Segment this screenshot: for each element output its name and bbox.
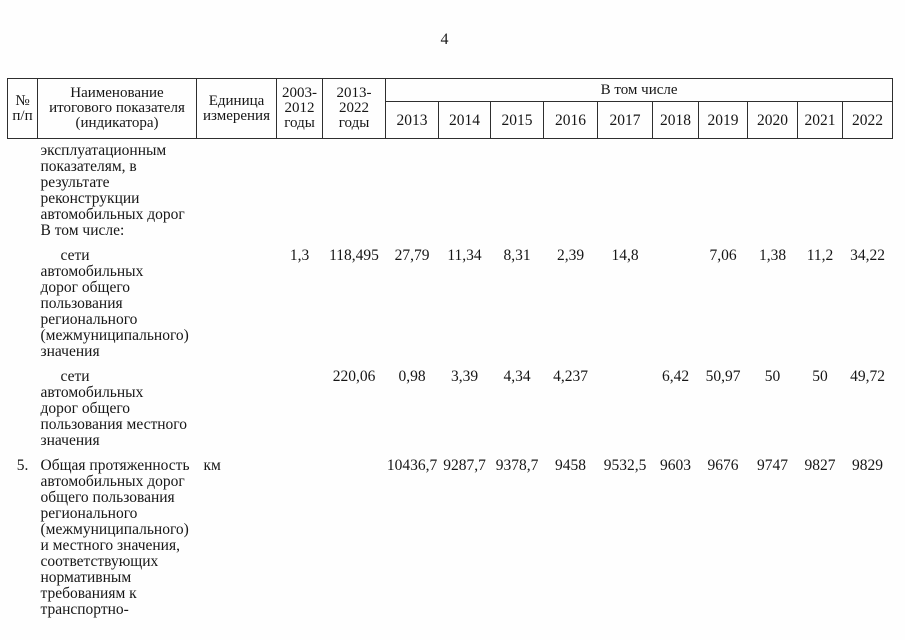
year-value-cell: 4,34 xyxy=(503,368,531,385)
year-value-cell xyxy=(386,139,439,240)
table-row: 5. Общая протяженность автомобильных дор… xyxy=(8,449,893,618)
year-value-cell: 9747 xyxy=(757,457,788,474)
table-row: сети автомобильных дорог общего пользова… xyxy=(8,360,893,449)
header-year-cell: 2022 xyxy=(841,101,894,139)
year-value-cell: 50,97 xyxy=(705,368,741,385)
table-body: эксплуатационным показателям, в результа… xyxy=(8,139,893,619)
header-including-cell: В том числе xyxy=(384,78,894,102)
year-value-cell: 0,98 xyxy=(398,368,426,385)
header-unit-cell: Единица измерения xyxy=(196,78,277,139)
row-number-cell: 5. xyxy=(16,457,29,474)
header-year-cell: 2020 xyxy=(747,101,798,139)
page-number: 4 xyxy=(440,31,449,48)
period-2003-2012-value-cell: 1,3 xyxy=(289,247,310,264)
year-value-cell: 11,34 xyxy=(447,247,482,264)
unit-cell xyxy=(197,139,277,240)
year-value-cell: 9378,7 xyxy=(495,457,539,474)
year-value-cell: 2,39 xyxy=(556,247,585,264)
year-value-cell xyxy=(699,139,748,240)
period-2013-2022-value-cell xyxy=(323,139,386,240)
header-year-cell: 2018 xyxy=(652,101,699,139)
year-value-cell: 49,72 xyxy=(850,368,885,385)
row-number-cell xyxy=(8,360,38,449)
year-value-cell: 9458 xyxy=(555,457,586,474)
year-value-cell xyxy=(491,139,544,240)
year-value-cell: 14,8 xyxy=(611,247,639,264)
indicator-name-cell: сети автомобильных дорог общего пользова… xyxy=(40,368,188,449)
year-value-cell: 9676 xyxy=(707,457,739,474)
year-value-cell: 11,2 xyxy=(806,247,834,264)
indicator-name-cell: эксплуатационным показателям, в результа… xyxy=(40,142,185,239)
header-period-2013-2022-cell: 2013- 2022 годы xyxy=(322,78,386,139)
period-2013-2022-value-cell: 118,495 xyxy=(329,247,379,264)
year-value-cell xyxy=(544,139,598,240)
year-value-cell: 9287,7 xyxy=(443,457,486,474)
table-row: эксплуатационным показателям, в результа… xyxy=(8,139,893,240)
header-year-cell: 2015 xyxy=(490,101,544,139)
year-value-cell: 4,237 xyxy=(553,368,588,385)
header-year-cell: 2016 xyxy=(543,101,598,139)
header-indicator-name-cell: Наименование итогового показателя (индик… xyxy=(37,78,197,139)
indicator-name-cell: сети автомобильных дорог общего пользова… xyxy=(40,247,189,360)
year-value-cell xyxy=(439,139,491,240)
header-year-cell: 2017 xyxy=(597,101,653,139)
period-2013-2022-value-cell xyxy=(323,449,386,618)
header-year-cell: 2019 xyxy=(698,101,748,139)
unit-cell xyxy=(197,360,277,449)
year-value-cell xyxy=(798,139,843,240)
period-2003-2012-value-cell xyxy=(277,449,323,618)
header-year-cell: 2021 xyxy=(797,101,843,139)
unit-cell xyxy=(197,239,277,360)
period-2013-2022-value-cell: 220,06 xyxy=(332,368,376,385)
table-row: сети автомобильных дорог общего пользова… xyxy=(8,239,893,360)
year-value-cell: 3,39 xyxy=(450,368,479,385)
header-year-cell: 2014 xyxy=(438,101,491,139)
year-value-cell: 9827 xyxy=(804,457,836,474)
year-value-cell xyxy=(653,139,699,240)
year-value-cell xyxy=(598,360,653,449)
year-value-cell: 9532,5 xyxy=(603,457,647,474)
row-number-cell xyxy=(8,139,38,240)
year-value-cell: 10436,7 xyxy=(386,457,438,474)
year-value-cell xyxy=(598,139,653,240)
period-2003-2012-value-cell xyxy=(277,360,323,449)
year-value-cell: 50 xyxy=(764,368,781,385)
year-value-cell xyxy=(748,139,798,240)
year-value-cell: 9829 xyxy=(852,457,884,474)
year-value-cell: 1,38 xyxy=(758,247,787,264)
year-value-cell: 7,06 xyxy=(709,247,737,264)
unit-cell: км xyxy=(203,457,221,474)
year-value-cell xyxy=(843,139,893,240)
row-number-cell xyxy=(8,239,38,360)
header-period-2003-2012-cell: 2003- 2012 годы xyxy=(276,78,323,139)
year-value-cell: 9603 xyxy=(660,457,691,474)
table-header: № п/п Наименование итогового показателя … xyxy=(7,78,894,139)
year-value-cell: 6,42 xyxy=(661,368,690,385)
year-value-cell: 27,79 xyxy=(394,247,430,264)
indicators-table: № п/п Наименование итогового показателя … xyxy=(7,78,894,619)
year-value-cell: 34,22 xyxy=(850,247,885,264)
period-2003-2012-value-cell xyxy=(277,139,323,240)
header-year-cell: 2013 xyxy=(385,101,439,139)
year-value-cell: 50 xyxy=(812,368,828,385)
year-value-cell xyxy=(653,239,699,360)
year-value-cell: 8,31 xyxy=(503,247,531,264)
header-num-cell: № п/п xyxy=(7,78,38,139)
indicator-name-cell: Общая протяженность автомобильных дорог … xyxy=(40,457,190,618)
